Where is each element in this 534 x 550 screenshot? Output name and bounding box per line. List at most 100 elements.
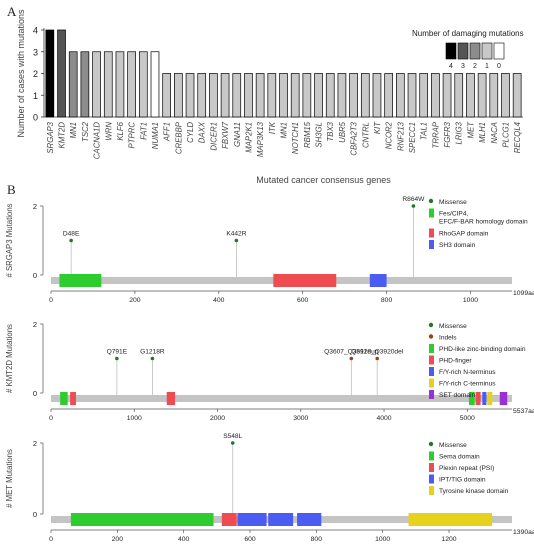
mutation-label: Q3607_Q3612dup [324, 349, 379, 356]
x-tick-label: AFF1 [163, 122, 172, 142]
legend-label: Plexin repeat (PSI) [439, 465, 494, 472]
x-tick-label: RBM15 [303, 121, 312, 148]
panel-a-letter: A [7, 4, 17, 19]
x-tick-label: MLH1 [478, 122, 487, 143]
bar-mn1 [68, 51, 78, 118]
x-tick-label: TSC2 [81, 121, 90, 142]
bar-mn1 [279, 73, 288, 118]
legend-label: PHD-like zinc-binding domain [439, 346, 526, 353]
x-tick-label: NCOR2 [385, 121, 394, 149]
x-tick-label: 1000 [463, 297, 478, 304]
legend-swatch [429, 390, 434, 399]
lollipop-kmt2d: # KMT2D Mutations 0 2 Q791E G1218R Q3607_Q361… [5, 320, 534, 422]
legend-label: Fes/CIP4, [439, 211, 468, 218]
x-tick-label: TRRAP [431, 121, 440, 148]
x-tick-label: WRN [104, 122, 113, 141]
bar-srgap3 [45, 29, 55, 118]
x-tick-label: MN1 [69, 122, 78, 138]
protein-domain [70, 392, 76, 405]
legend-swatch [481, 42, 493, 60]
x-tick-label: TBX3 [326, 121, 335, 141]
x-tick-label: 200 [112, 536, 124, 543]
bar-tsc2 [80, 51, 90, 118]
bar-aff1 [162, 73, 171, 118]
x-tick-label: 0 [49, 297, 53, 304]
x-tick-label: NOTCH1 [291, 122, 300, 154]
y-axis-title: # KMT2D Mutations [5, 324, 14, 393]
x-tick-label: 1000 [375, 536, 390, 543]
bar-map2k1 [244, 73, 253, 118]
legend-label: 4 [449, 63, 453, 70]
x-tick-label: RNF213 [396, 121, 405, 151]
bar-wrn [103, 51, 113, 118]
legend-swatch [429, 451, 434, 461]
legend-label: SH3 domain [439, 242, 476, 249]
x-tick-label: 200 [129, 297, 141, 304]
x-tick-label: 0 [49, 415, 53, 422]
bar-map3k13 [255, 73, 265, 118]
x-tick-label: CREBBP [174, 121, 183, 154]
x-axis-title: Mutated cancer consensus genes [256, 175, 391, 185]
protein-domain [237, 513, 267, 526]
legend-label: 2 [473, 63, 477, 70]
bar-naca [489, 73, 499, 118]
legend-label: Missense [439, 442, 467, 449]
legend-swatch [469, 42, 481, 60]
panel-b-letter: B [7, 182, 16, 197]
protein-length-label: 1390aa [513, 529, 534, 536]
mutation-dot-q3918_q3920del [375, 356, 380, 361]
legend-swatch [429, 240, 434, 249]
x-tick-label: 2000 [210, 415, 225, 422]
bar-ncor2 [384, 73, 393, 118]
mutation-label: Q3918_Q3920del [351, 349, 404, 356]
x-tick-label: RECQL4 [513, 121, 522, 153]
bar-met [466, 73, 475, 118]
x-tick-label: CYLD [186, 122, 195, 143]
mutation-label: D48E [63, 231, 80, 238]
protein-domain [268, 513, 294, 526]
bar-cyld [185, 73, 195, 118]
bar-kit [372, 73, 382, 118]
legend-swatch [445, 42, 457, 60]
mutation-label: K442R [226, 231, 246, 238]
bar-sh3gl [314, 73, 323, 118]
bar-recql4 [512, 73, 522, 118]
y-tick-label: 0 [33, 510, 37, 519]
legend-label: 0 [497, 63, 501, 70]
protein-domain [408, 513, 493, 526]
mutation-label: G1218R [140, 349, 165, 356]
y-tick-label: 1 [33, 91, 38, 101]
x-tick-label: 600 [297, 297, 309, 304]
x-tick-label: 400 [178, 536, 190, 543]
mutation-dot-d48e [69, 238, 73, 243]
bar-fbxw7 [220, 73, 230, 118]
mutation-dot-g1218r [150, 356, 155, 361]
x-tick-label: NUMA1 [151, 122, 160, 149]
x-tick-label: CACNA1D [93, 122, 102, 160]
bar-notch1 [290, 73, 300, 118]
bar-daxx [197, 73, 207, 118]
legend-dot [428, 334, 434, 339]
legend-swatch [429, 367, 434, 376]
mutation-dot-s548l [230, 441, 235, 445]
bar-itk [267, 73, 277, 118]
x-tick-label: UBR5 [338, 121, 347, 142]
legend-label: IPT/TIG domain [439, 477, 486, 484]
x-tick-label: PTPRC [128, 122, 137, 149]
x-tick-label: KLF6 [116, 121, 125, 140]
legend-label: 3 [461, 63, 465, 70]
protein-backbone [51, 395, 512, 402]
x-tick-label: KIT [373, 121, 382, 134]
legend-label: Missense [439, 323, 467, 330]
x-tick-label: LRIG3 [455, 121, 464, 144]
legend-dot [428, 198, 434, 204]
protein-domain [60, 392, 68, 405]
bar-chart-damaging-mutations: 0 1 2 3 4 Number of cases with mutations SRGAP… [16, 9, 524, 185]
legend-label: PHD-finger [439, 358, 472, 365]
bar-rnf213 [396, 73, 405, 118]
legend-label: F/Y-rich C-terminus [439, 381, 496, 388]
mutation-label: Q791E [107, 349, 128, 356]
legend-label: EFC/F-BAR homology domain [439, 219, 528, 226]
legend-label: Missense [439, 199, 467, 206]
legend-label: Indels [439, 335, 457, 342]
